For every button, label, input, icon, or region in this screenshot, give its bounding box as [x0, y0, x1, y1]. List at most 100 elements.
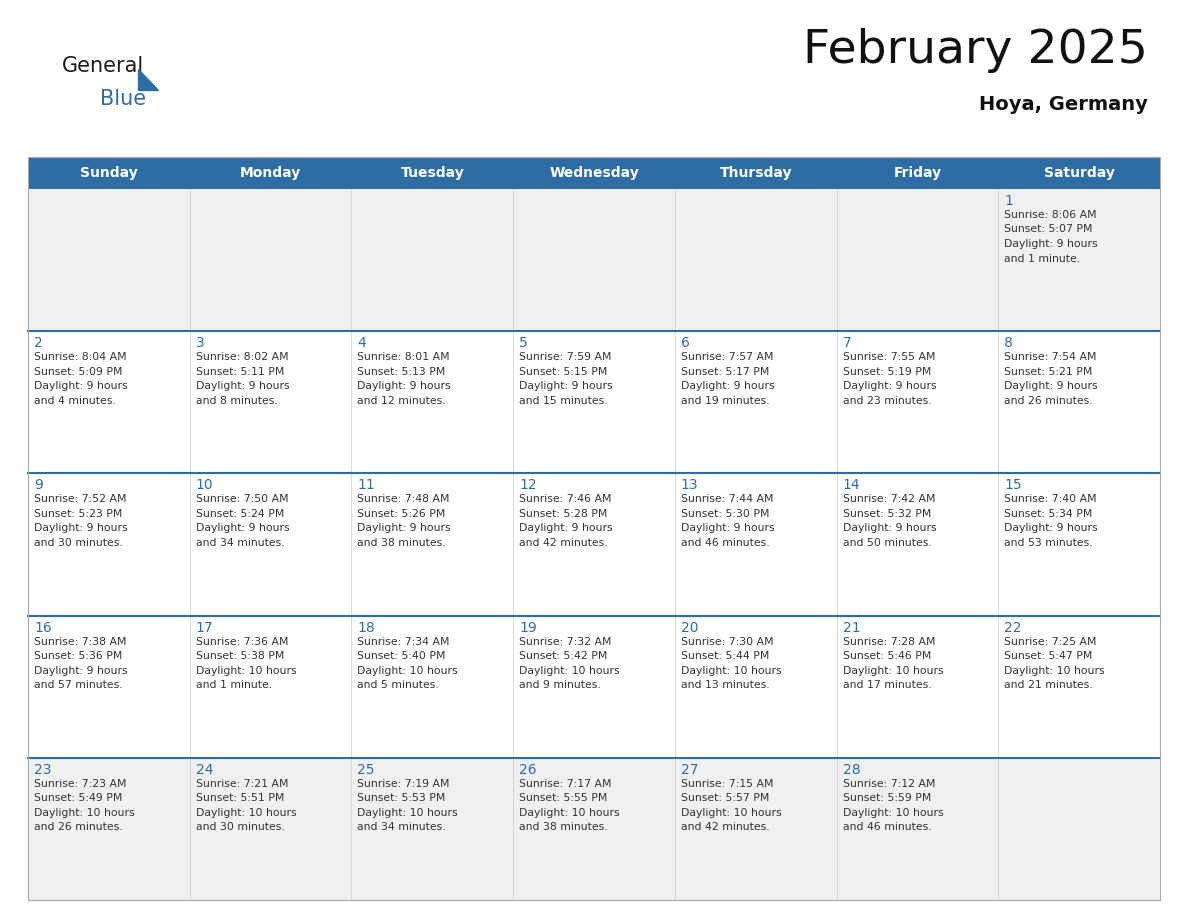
Text: and 53 minutes.: and 53 minutes. [1004, 538, 1093, 548]
Text: Sunset: 5:36 PM: Sunset: 5:36 PM [34, 651, 122, 661]
Bar [29, 157, 1159, 900]
Text: and 13 minutes.: and 13 minutes. [681, 680, 770, 690]
Text: and 26 minutes.: and 26 minutes. [1004, 396, 1093, 406]
Text: Sunrise: 7:42 AM: Sunrise: 7:42 AM [842, 495, 935, 504]
Text: Sunset: 5:30 PM: Sunset: 5:30 PM [681, 509, 770, 519]
Text: Monday: Monday [240, 166, 302, 180]
Text: 26: 26 [519, 763, 537, 777]
Text: 7: 7 [842, 336, 852, 350]
Text: Sunrise: 7:17 AM: Sunrise: 7:17 AM [519, 778, 612, 789]
Text: and 17 minutes.: and 17 minutes. [842, 680, 931, 690]
Text: Sunrise: 7:54 AM: Sunrise: 7:54 AM [1004, 353, 1097, 363]
Text: 3: 3 [196, 336, 204, 350]
Text: Thursday: Thursday [720, 166, 792, 180]
Text: and 42 minutes.: and 42 minutes. [681, 823, 770, 833]
Text: Sunset: 5:46 PM: Sunset: 5:46 PM [842, 651, 931, 661]
Text: Sunset: 5:26 PM: Sunset: 5:26 PM [358, 509, 446, 519]
Text: Daylight: 10 hours: Daylight: 10 hours [196, 808, 296, 818]
Text: Sunset: 5:42 PM: Sunset: 5:42 PM [519, 651, 607, 661]
Bar [29, 331, 1159, 474]
Text: Daylight: 9 hours: Daylight: 9 hours [1004, 239, 1098, 249]
Text: 1: 1 [1004, 194, 1013, 208]
Text: 19: 19 [519, 621, 537, 634]
Text: Daylight: 10 hours: Daylight: 10 hours [681, 808, 782, 818]
Text: and 34 minutes.: and 34 minutes. [358, 823, 446, 833]
Text: and 4 minutes.: and 4 minutes. [34, 396, 115, 406]
Text: Daylight: 9 hours: Daylight: 9 hours [34, 666, 127, 676]
Text: Daylight: 10 hours: Daylight: 10 hours [34, 808, 134, 818]
Text: Daylight: 9 hours: Daylight: 9 hours [681, 381, 775, 391]
Text: Blue: Blue [100, 89, 146, 109]
Text: Sunrise: 7:28 AM: Sunrise: 7:28 AM [842, 636, 935, 646]
Text: 14: 14 [842, 478, 860, 492]
Text: Daylight: 9 hours: Daylight: 9 hours [842, 523, 936, 533]
Text: Sunrise: 7:38 AM: Sunrise: 7:38 AM [34, 636, 126, 646]
Polygon shape [138, 69, 158, 90]
Text: Sunrise: 7:50 AM: Sunrise: 7:50 AM [196, 495, 289, 504]
Text: Sunset: 5:55 PM: Sunset: 5:55 PM [519, 793, 607, 803]
Text: Daylight: 9 hours: Daylight: 9 hours [842, 381, 936, 391]
Text: Sunrise: 7:36 AM: Sunrise: 7:36 AM [196, 636, 289, 646]
Text: Sunset: 5:57 PM: Sunset: 5:57 PM [681, 793, 770, 803]
Text: Daylight: 10 hours: Daylight: 10 hours [842, 666, 943, 676]
Text: 8: 8 [1004, 336, 1013, 350]
Text: Daylight: 10 hours: Daylight: 10 hours [358, 808, 459, 818]
Text: Daylight: 9 hours: Daylight: 9 hours [1004, 381, 1098, 391]
Text: Daylight: 9 hours: Daylight: 9 hours [519, 523, 613, 533]
Bar [29, 189, 1159, 331]
Text: 17: 17 [196, 621, 214, 634]
Text: and 38 minutes.: and 38 minutes. [519, 823, 608, 833]
Text: Daylight: 9 hours: Daylight: 9 hours [34, 523, 127, 533]
Text: Daylight: 9 hours: Daylight: 9 hours [196, 523, 290, 533]
Text: 12: 12 [519, 478, 537, 492]
Text: Daylight: 10 hours: Daylight: 10 hours [1004, 666, 1105, 676]
Text: Sunset: 5:15 PM: Sunset: 5:15 PM [519, 366, 607, 376]
Text: Sunset: 5:47 PM: Sunset: 5:47 PM [1004, 651, 1093, 661]
Text: Sunset: 5:07 PM: Sunset: 5:07 PM [1004, 225, 1093, 234]
Text: Sunrise: 7:57 AM: Sunrise: 7:57 AM [681, 353, 773, 363]
Text: Sunrise: 7:48 AM: Sunrise: 7:48 AM [358, 495, 450, 504]
Text: and 5 minutes.: and 5 minutes. [358, 680, 440, 690]
Text: Saturday: Saturday [1044, 166, 1114, 180]
Text: Daylight: 10 hours: Daylight: 10 hours [519, 666, 620, 676]
Text: and 50 minutes.: and 50 minutes. [842, 538, 931, 548]
Bar [29, 757, 1159, 900]
Text: 22: 22 [1004, 621, 1022, 634]
Text: Sunset: 5:24 PM: Sunset: 5:24 PM [196, 509, 284, 519]
Bar [29, 474, 1159, 616]
Text: Daylight: 10 hours: Daylight: 10 hours [842, 808, 943, 818]
Text: Sunrise: 7:23 AM: Sunrise: 7:23 AM [34, 778, 126, 789]
Text: and 57 minutes.: and 57 minutes. [34, 680, 122, 690]
Text: Daylight: 9 hours: Daylight: 9 hours [34, 381, 127, 391]
Text: 10: 10 [196, 478, 214, 492]
Text: Sunrise: 7:44 AM: Sunrise: 7:44 AM [681, 495, 773, 504]
Text: 9: 9 [34, 478, 43, 492]
Text: 15: 15 [1004, 478, 1022, 492]
Text: General: General [62, 56, 144, 76]
Text: Sunset: 5:11 PM: Sunset: 5:11 PM [196, 366, 284, 376]
Text: Daylight: 9 hours: Daylight: 9 hours [1004, 523, 1098, 533]
Text: Sunrise: 7:12 AM: Sunrise: 7:12 AM [842, 778, 935, 789]
Text: 23: 23 [34, 763, 51, 777]
Text: and 19 minutes.: and 19 minutes. [681, 396, 770, 406]
Text: Sunrise: 8:04 AM: Sunrise: 8:04 AM [34, 353, 127, 363]
Text: Sunset: 5:59 PM: Sunset: 5:59 PM [842, 793, 931, 803]
Text: and 26 minutes.: and 26 minutes. [34, 823, 122, 833]
Text: and 38 minutes.: and 38 minutes. [358, 538, 446, 548]
Text: 16: 16 [34, 621, 52, 634]
Text: Sunset: 5:34 PM: Sunset: 5:34 PM [1004, 509, 1093, 519]
Text: Sunset: 5:28 PM: Sunset: 5:28 PM [519, 509, 607, 519]
Text: Sunrise: 8:02 AM: Sunrise: 8:02 AM [196, 353, 289, 363]
Text: 11: 11 [358, 478, 375, 492]
Text: Sunrise: 7:32 AM: Sunrise: 7:32 AM [519, 636, 612, 646]
Text: Sunset: 5:44 PM: Sunset: 5:44 PM [681, 651, 770, 661]
Text: and 12 minutes.: and 12 minutes. [358, 396, 446, 406]
Text: and 21 minutes.: and 21 minutes. [1004, 680, 1093, 690]
Text: Sunrise: 7:25 AM: Sunrise: 7:25 AM [1004, 636, 1097, 646]
Bar [29, 157, 1159, 189]
Text: and 42 minutes.: and 42 minutes. [519, 538, 608, 548]
Text: Sunrise: 8:06 AM: Sunrise: 8:06 AM [1004, 210, 1097, 220]
Text: Daylight: 10 hours: Daylight: 10 hours [681, 666, 782, 676]
Text: and 8 minutes.: and 8 minutes. [196, 396, 278, 406]
Text: Sunrise: 7:34 AM: Sunrise: 7:34 AM [358, 636, 450, 646]
